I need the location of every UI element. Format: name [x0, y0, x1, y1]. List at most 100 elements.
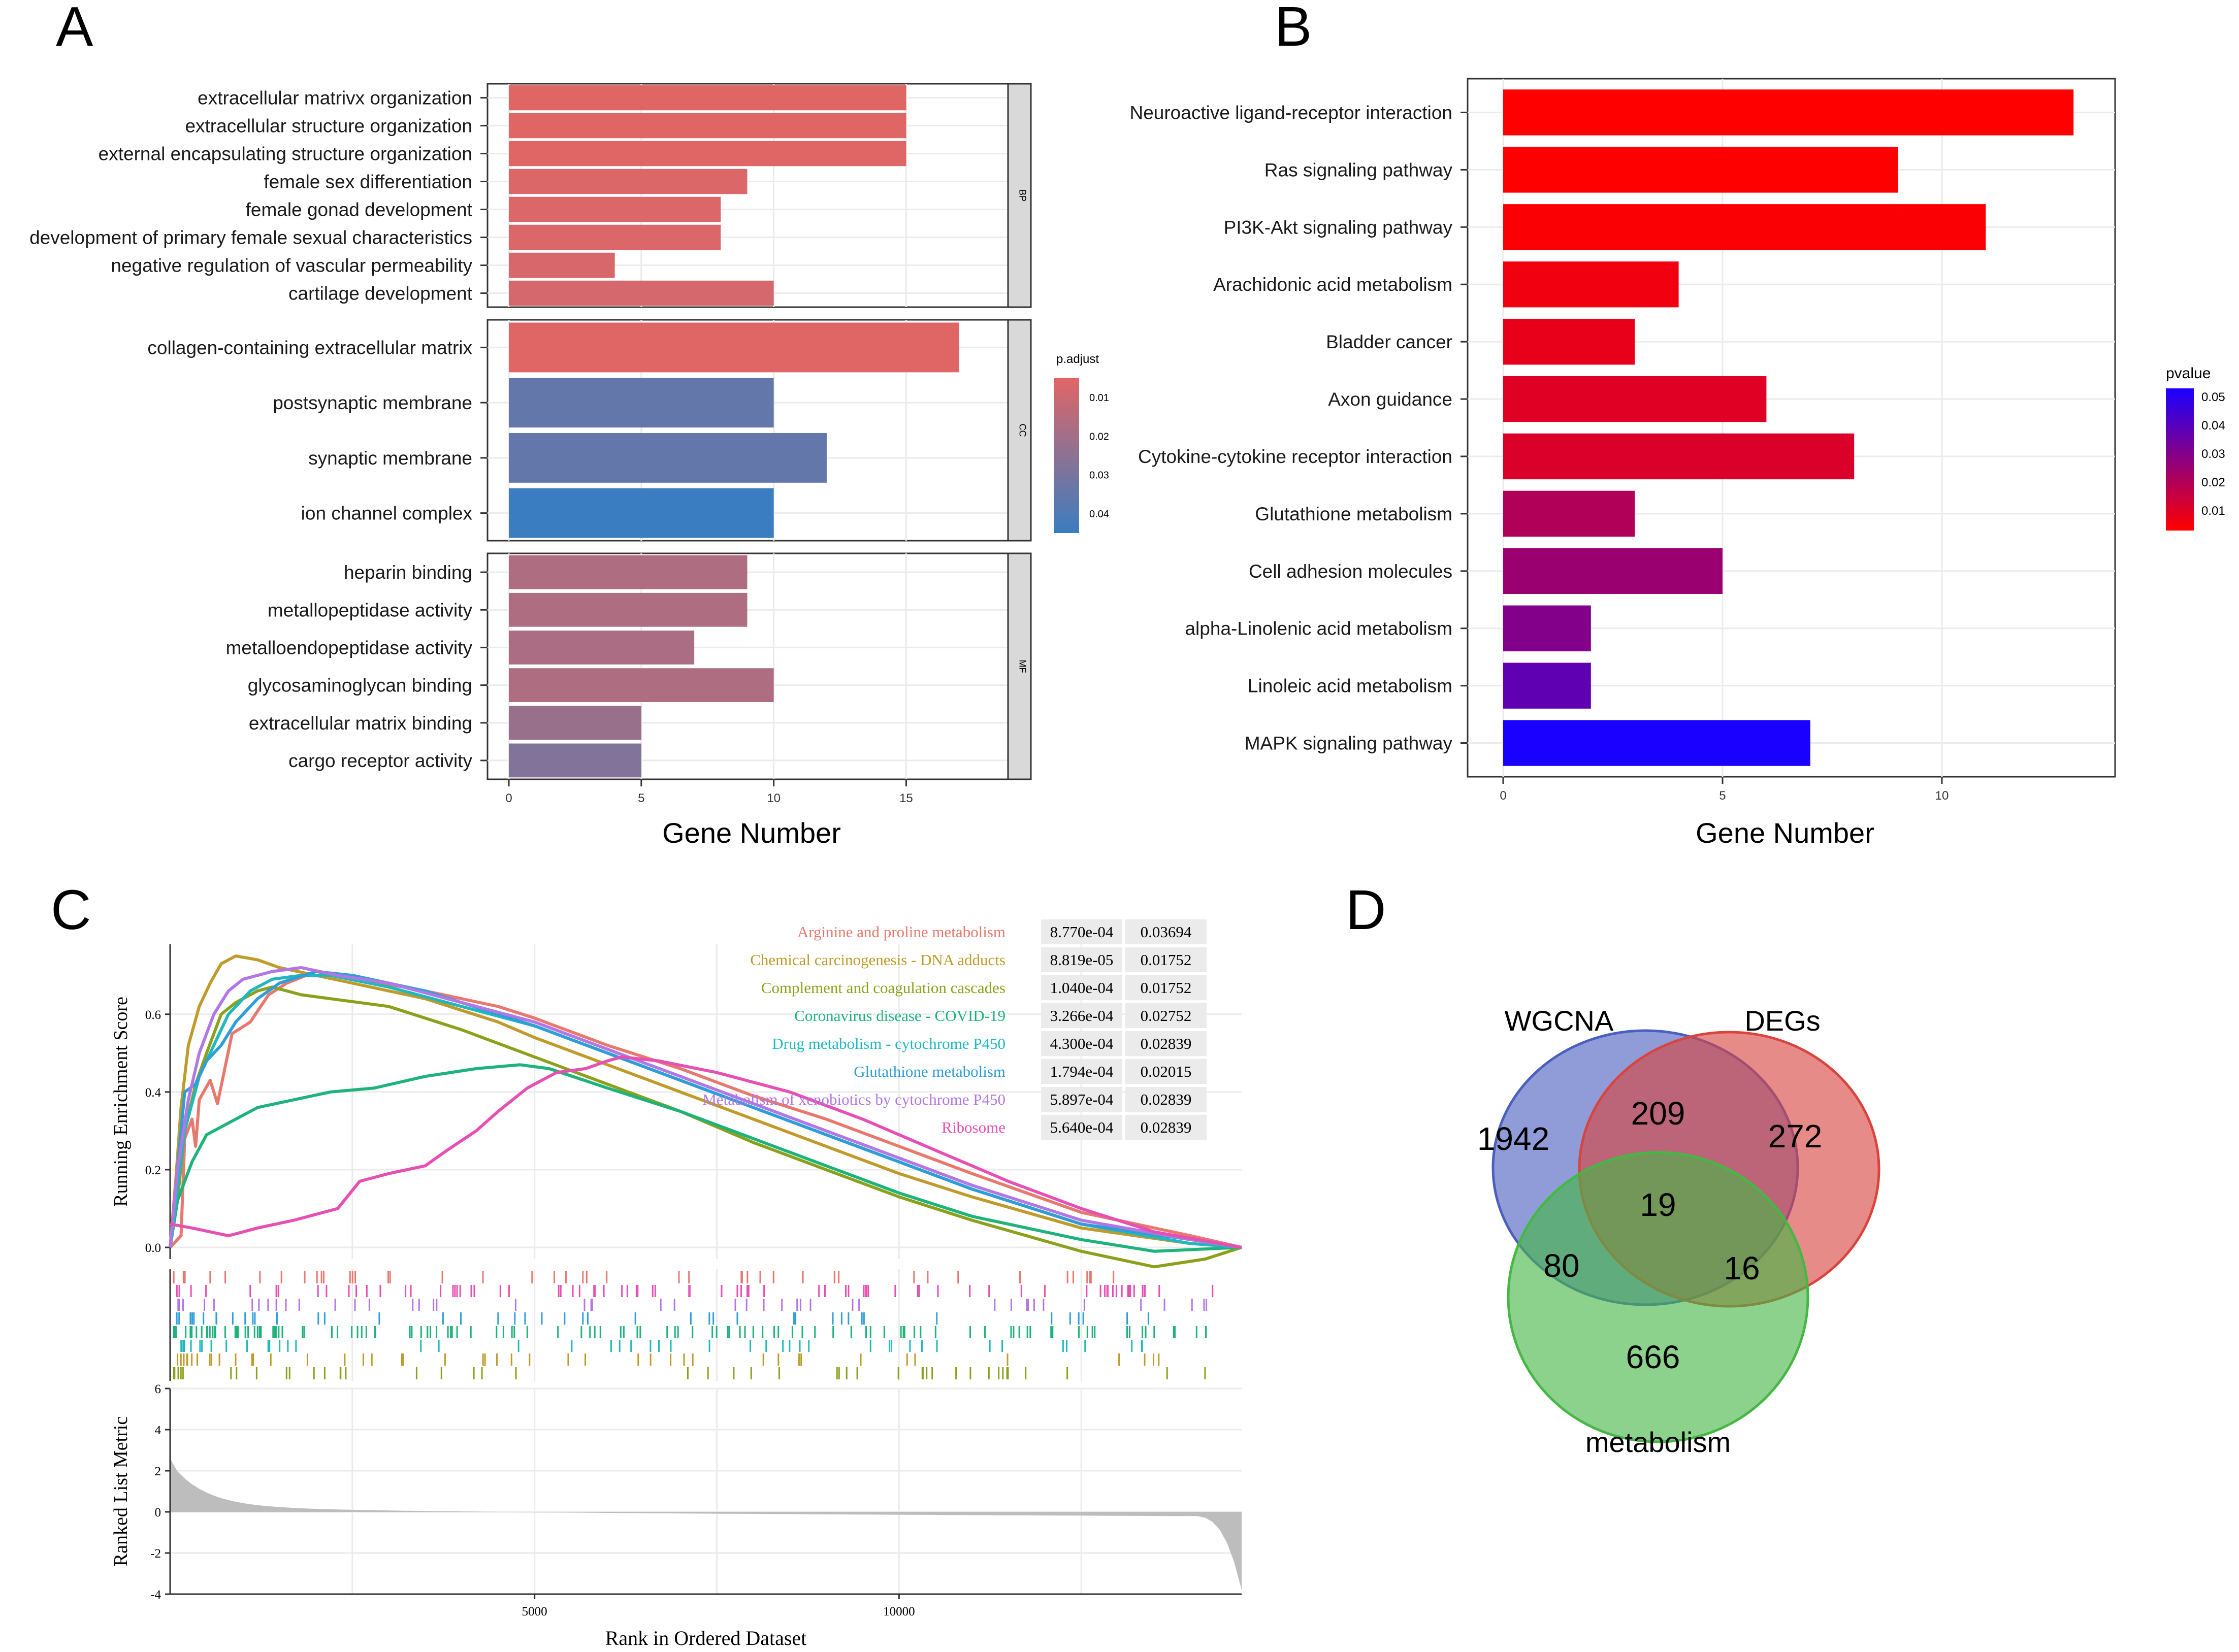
- legend-tick-label: 0.03: [1089, 470, 1109, 481]
- table-padj: 0.02839: [1141, 1118, 1192, 1136]
- x-tick-label: 15: [899, 791, 913, 805]
- venn-count-all: 19: [1640, 1186, 1676, 1223]
- panel-label-a: A: [56, 0, 93, 58]
- table-description: Chemical carcinogenesis - DNA adducts: [750, 951, 1005, 969]
- legend-tick-label: 0.04: [2201, 419, 2225, 433]
- x-axis-title: Gene Number: [662, 817, 841, 849]
- category-label: metallopeptidase activity: [268, 600, 473, 620]
- bar: [1503, 261, 1679, 308]
- x-tick-label: 10000: [883, 1605, 915, 1618]
- facet-strip: [1007, 552, 1032, 780]
- table-cell-bg: [1041, 1059, 1122, 1084]
- y-tick-label: 4: [155, 1424, 161, 1437]
- facet-strip: [1007, 319, 1032, 542]
- table-padj: 0.01752: [1141, 979, 1192, 997]
- x-tick-label: 0: [1500, 789, 1506, 803]
- category-label: PI3K-Akt signaling pathway: [1224, 217, 1453, 238]
- bar: [1503, 376, 1767, 422]
- table-pvalue: 5.897e-04: [1050, 1091, 1114, 1108]
- table-pvalue: 1.040e-04: [1050, 979, 1114, 997]
- y-tick-label: 0: [155, 1506, 161, 1519]
- category-label: cargo receptor activity: [288, 750, 472, 771]
- category-label: collagen-containing extracellular matrix: [147, 337, 472, 358]
- table-pvalue: 8.819e-05: [1050, 951, 1114, 969]
- bar: [509, 169, 748, 194]
- bar: [509, 555, 748, 589]
- table-cell-bg: [1041, 919, 1122, 944]
- category-label: negative regulation of vascular permeabi…: [111, 255, 472, 276]
- bar: [1503, 147, 1898, 193]
- venn-count-degs-metabolism: 16: [1724, 1250, 1760, 1286]
- category-label: postsynaptic membrane: [273, 392, 472, 413]
- category-label: extracellular matrivx organization: [198, 88, 472, 109]
- category-label: heparin binding: [344, 562, 472, 583]
- es-line: [169, 966, 1242, 1249]
- category-label: Ras signaling pathway: [1264, 159, 1453, 180]
- table-cell-bg: [1125, 919, 1207, 944]
- table-pvalue: 1.794e-04: [1050, 1063, 1114, 1080]
- facet-strip: [1007, 83, 1032, 308]
- table-cell-bg: [1041, 1031, 1122, 1056]
- y-tick-label: 0.4: [145, 1086, 161, 1100]
- table-cell-bg: [1041, 1003, 1122, 1028]
- bar: [1503, 433, 1855, 480]
- venn-count-metabolism-only: 666: [1626, 1339, 1680, 1375]
- legend-title: pvalue: [2166, 365, 2211, 382]
- panel-b-chart: Neuroactive ligand-receptor interaction R…: [1129, 78, 2225, 849]
- bar: [509, 224, 721, 250]
- es-line: [169, 954, 1242, 1249]
- y-tick-label: 0.0: [145, 1241, 161, 1255]
- venn-count-wgcna-only: 1942: [1477, 1120, 1549, 1157]
- bar: [509, 433, 827, 483]
- bar: [1503, 605, 1591, 651]
- panel-d-venn: WGCNA DEGs metabolism 1942 272 666 209 8…: [1477, 1005, 1880, 1458]
- venn-set-label-wgcna: WGCNA: [1505, 1005, 1614, 1037]
- facet-strip-label: MF: [1018, 660, 1028, 673]
- table-pvalue: 4.300e-04: [1050, 1035, 1114, 1052]
- y-tick-label: 0.2: [145, 1164, 161, 1177]
- bar: [509, 631, 695, 665]
- table-description: Complement and coagulation cascades: [761, 979, 1005, 997]
- x-axis-title: Rank in Ordered Dataset: [605, 1627, 807, 1649]
- table-padj: 0.02839: [1141, 1091, 1192, 1108]
- panel-label-c: C: [51, 879, 91, 941]
- category-label: development of primary female sexual cha…: [29, 227, 472, 248]
- table-cell-bg: [1041, 975, 1122, 1000]
- legend-tick-label: 0.01: [1089, 392, 1109, 404]
- x-tick-label: 10: [1935, 789, 1949, 803]
- table-cell-bg: [1125, 947, 1207, 972]
- es-line: [169, 1063, 1242, 1253]
- bar: [1503, 548, 1723, 594]
- bar: [1503, 720, 1810, 766]
- venn-circle-metabolism: [1507, 1151, 1809, 1443]
- legend-tick-label: 0.02: [2201, 476, 2225, 489]
- legend-tick-label: 0.04: [1089, 509, 1109, 520]
- table-description: Coronavirus disease - COVID-19: [794, 1007, 1005, 1025]
- y-tick-label: -2: [150, 1547, 161, 1561]
- table-cell-bg: [1041, 947, 1122, 972]
- y-tick-label: 0.6: [145, 1008, 161, 1022]
- legend-colorbar: [2166, 388, 2194, 531]
- category-label: cartilage development: [288, 283, 473, 304]
- y-axis-title: Running Enrichment Score: [110, 997, 132, 1207]
- category-label: Neuroactive ligand-receptor interaction: [1129, 102, 1452, 123]
- bar: [509, 322, 959, 373]
- x-tick-label: 5: [638, 791, 644, 805]
- venn-set-label-degs: DEGs: [1744, 1005, 1820, 1037]
- category-label: female gonad development: [246, 200, 473, 220]
- panel-a-chart: extracellular matrivx organization extrac…: [29, 83, 1109, 849]
- panel-c-chart: 0.0 0.2 0.4 0.6 Running Enrichment Score Argi…: [110, 919, 1242, 1649]
- y-tick-label: 6: [155, 1382, 161, 1396]
- table-cell-bg: [1125, 1059, 1207, 1084]
- x-tick-label: 5: [1719, 789, 1726, 803]
- bar: [509, 280, 774, 306]
- category-label: alpha-Linolenic acid metabolism: [1185, 618, 1452, 639]
- y-axis-title-2: Ranked List Metric: [110, 1416, 132, 1566]
- es-line: [169, 970, 1242, 1249]
- legend-tick-label: 0.03: [2201, 447, 2225, 461]
- category-label: ion channel complex: [301, 503, 473, 524]
- table-cell-bg: [1125, 1031, 1207, 1056]
- table-cell-bg: [1125, 1087, 1207, 1112]
- venn-count-wgcna-metabolism: 80: [1543, 1247, 1579, 1284]
